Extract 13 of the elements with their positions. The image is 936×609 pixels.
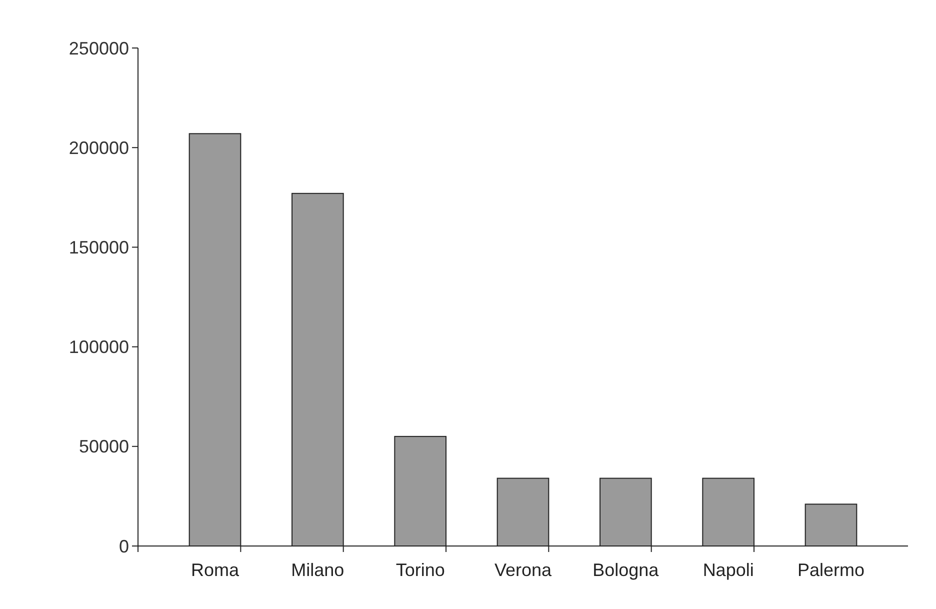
y-tick-label: 50000 xyxy=(78,436,129,457)
x-tick-label: Palermo xyxy=(797,560,865,580)
x-tick-label: Verona xyxy=(494,560,553,580)
y-tick-label: 0 xyxy=(118,536,129,556)
y-tick-label: 100000 xyxy=(68,337,129,358)
y-tick-label: 200000 xyxy=(68,138,129,158)
y-tick-label: 250000 xyxy=(68,38,129,58)
x-tick-label: Napoli xyxy=(702,560,754,580)
x-tick-label: Roma xyxy=(190,560,240,580)
x-tick-label: Torino xyxy=(396,560,445,580)
y-tick-label: 150000 xyxy=(68,238,129,258)
x-tick-label: Bologna xyxy=(592,560,660,580)
x-tick-label: Milano xyxy=(291,560,344,580)
